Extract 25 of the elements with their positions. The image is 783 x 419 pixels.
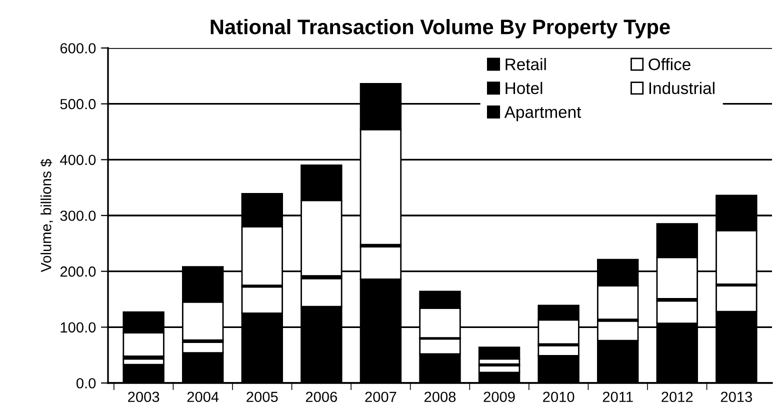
y-tick-label: 500.0 (60, 98, 96, 110)
y-tick-label: 600.0 (60, 43, 96, 54)
y-tick-label: 100.0 (60, 322, 96, 333)
x-tick-label: 2009 (484, 392, 515, 402)
x-tick-label: 2012 (662, 392, 693, 402)
y-tick-label: 400.0 (60, 154, 96, 166)
x-tick-label: 2007 (365, 392, 396, 402)
legend-label: Retail (506, 58, 546, 70)
y-tick-label: 300.0 (60, 210, 96, 221)
x-tick-label: 2003 (128, 392, 160, 402)
legend-label: Apartment (504, 106, 582, 122)
x-tick-label: 2004 (187, 392, 219, 402)
x-tick-label: 2011 (602, 392, 633, 402)
y-axis-title: Volume, billions $ (40, 158, 53, 272)
x-tick-label: 2005 (246, 392, 278, 402)
legend-label: Industrial (649, 82, 714, 94)
chart-title: National Transaction Volume By Property Type (210, 19, 670, 38)
y-tick-label: 0.0 (76, 378, 96, 388)
x-tick-label: 2006 (306, 392, 338, 402)
legend-label: Office (648, 58, 690, 70)
x-tick-label: 2008 (424, 392, 456, 402)
x-tick-label: 2010 (543, 392, 574, 402)
legend-label: Hotel (506, 82, 542, 94)
y-tick-label: 200.0 (60, 266, 96, 277)
x-tick-label: 2013 (720, 392, 752, 402)
